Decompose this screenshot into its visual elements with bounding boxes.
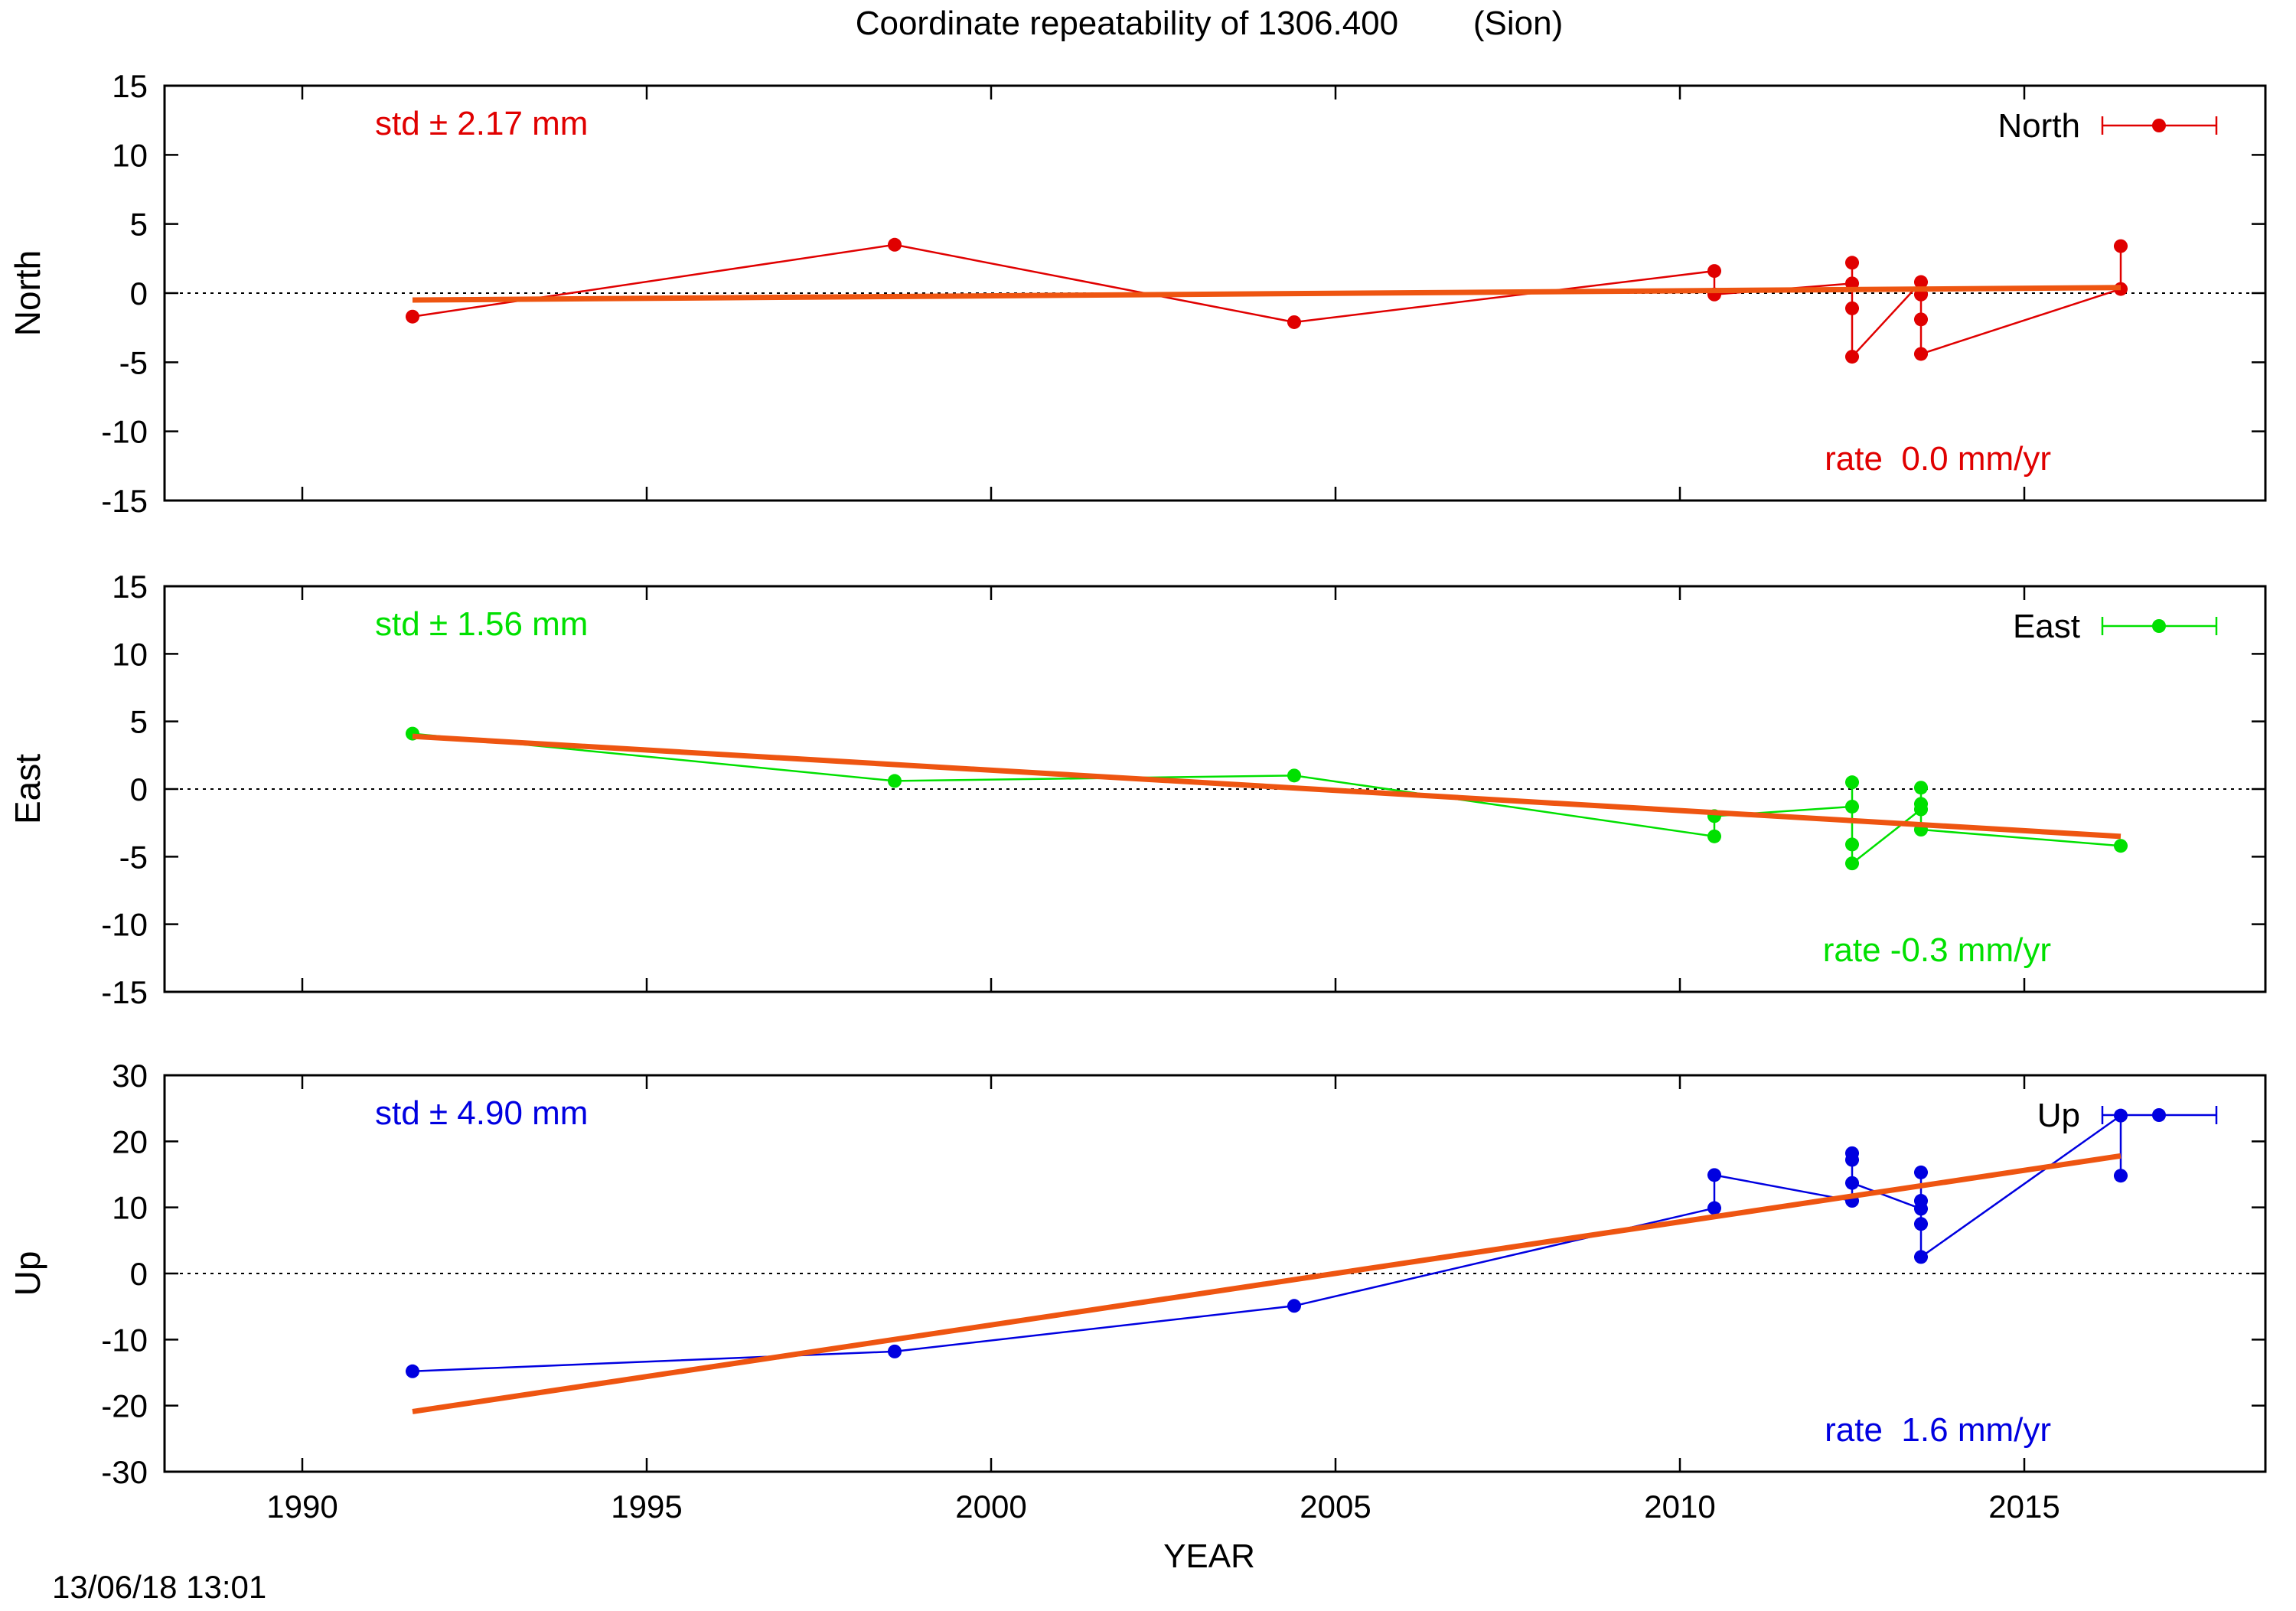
data-point-north [1707, 264, 1721, 279]
y-tick-label-up: -10 [101, 1322, 148, 1358]
y-axis-label-north: North [8, 250, 47, 336]
y-tick-label-up: 20 [112, 1123, 148, 1159]
data-point-up [406, 1364, 419, 1378]
y-tick-label-east: 0 [130, 771, 148, 807]
x-tick-label: 2010 [1644, 1489, 1715, 1525]
y-tick-label-east: -5 [119, 839, 148, 875]
y-axis-label-east: East [8, 754, 47, 824]
data-point-up [1914, 1250, 1928, 1264]
data-point-east [1707, 829, 1721, 843]
data-point-north [1914, 275, 1928, 289]
trend-line-up [412, 1153, 2122, 1414]
y-tick-label-east: -10 [101, 907, 148, 943]
data-point-up [1707, 1168, 1721, 1182]
legend-marker-north [2152, 119, 2166, 132]
y-tick-label-north: 5 [130, 207, 148, 243]
y-tick-label-north: 15 [112, 68, 148, 104]
rate-label-east: rate -0.3 mm/yr [1823, 931, 2051, 969]
data-point-north [1845, 350, 1859, 364]
y-tick-label-north: -5 [119, 344, 148, 380]
std-label-up: std ± 4.90 mm [375, 1094, 588, 1132]
data-point-north [1845, 301, 1859, 315]
std-label-north: std ± 2.17 mm [375, 105, 588, 142]
y-tick-label-up: 30 [112, 1058, 148, 1094]
data-point-up [1707, 1201, 1721, 1215]
legend-label-up: Up [2037, 1097, 2080, 1134]
trend-line-east [412, 733, 2122, 840]
legend-marker-up [2152, 1108, 2166, 1122]
data-point-up [2114, 1169, 2128, 1183]
timestamp: 13/06/18 13:01 [52, 1569, 266, 1605]
rate-label-up: rate 1.6 mm/yr [1825, 1411, 2051, 1449]
y-tick-label-up: 0 [130, 1256, 148, 1292]
panel-north: -15 -10 -5 0 5 10 15 North std ± 2.17 mm rate 0.0… [8, 68, 2267, 519]
rate-label-north: rate 0.0 mm/yr [1825, 440, 2051, 478]
std-label-east: std ± 1.56 mm [375, 605, 588, 643]
x-tick-label: 1995 [611, 1489, 682, 1525]
data-point-up [1845, 1176, 1859, 1190]
legend-label-north: North [1998, 107, 2080, 145]
legend-marker-east [2152, 619, 2166, 633]
data-point-east [1845, 837, 1859, 852]
data-point-north [2114, 239, 2128, 253]
y-tick-label-east: 10 [112, 636, 148, 672]
panel-east: -15 -10 -5 0 5 10 15 East std ± 1.56 mm rate -0.3… [8, 569, 2267, 1010]
data-point-north [1914, 347, 1928, 361]
series-line-up [412, 1114, 2122, 1373]
x-tick-label: 2005 [1300, 1489, 1371, 1525]
data-point-east [1845, 856, 1859, 871]
y-tick-label-north: -15 [101, 483, 148, 519]
data-point-east [1914, 781, 1928, 795]
data-point-north [888, 237, 902, 252]
data-point-east [1845, 799, 1859, 814]
x-tick-label: 2015 [1988, 1489, 2060, 1525]
trend-line-north [412, 285, 2122, 303]
y-tick-label-up: 10 [112, 1190, 148, 1226]
data-point-north [406, 309, 419, 324]
y-tick-label-east: -15 [101, 974, 148, 1010]
y-tick-label-up: -20 [101, 1388, 148, 1424]
x-tick-label: 2000 [955, 1489, 1026, 1525]
x-axis-label: YEAR [1163, 1538, 1255, 1575]
y-axis-label-up: Up [8, 1251, 47, 1296]
chart-title: Coordinate repeatability of 1306.400 (Si… [856, 5, 1564, 42]
data-point-east [1914, 797, 1928, 811]
data-point-east [1287, 768, 1301, 783]
y-tick-label-north: -10 [101, 414, 148, 450]
data-point-up [1287, 1299, 1301, 1313]
data-point-up [1914, 1194, 1928, 1208]
data-point-up [1845, 1153, 1859, 1167]
data-point-east [888, 774, 902, 788]
data-point-east [1845, 775, 1859, 790]
data-point-east [2114, 839, 2128, 853]
y-tick-label-north: 10 [112, 137, 148, 173]
y-tick-label-north: 0 [130, 276, 148, 311]
panel-up: -30 -20 -10 0 10 20 30 1990 1995 2000 2005 2010 2015… [8, 1058, 2267, 1525]
legend-label-east: East [2013, 608, 2080, 645]
x-tick-label: 1990 [266, 1489, 338, 1525]
y-tick-label-east: 5 [130, 704, 148, 740]
y-tick-label-east: 15 [112, 569, 148, 605]
data-point-north [1845, 256, 1859, 270]
data-point-north [1287, 315, 1301, 329]
y-tick-label-up: -30 [101, 1454, 148, 1490]
data-point-up [1914, 1165, 1928, 1179]
data-point-up [888, 1344, 902, 1358]
data-point-north [1914, 312, 1928, 327]
data-point-up [1914, 1217, 1928, 1231]
